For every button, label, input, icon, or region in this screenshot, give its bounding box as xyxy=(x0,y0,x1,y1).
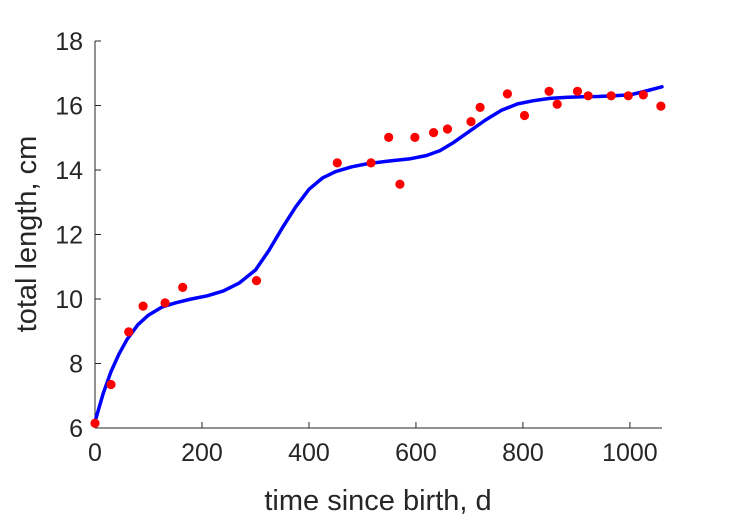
data-point xyxy=(656,101,666,111)
data-point xyxy=(623,91,633,101)
plot-area xyxy=(90,85,666,428)
axes xyxy=(94,41,662,429)
data-point xyxy=(384,132,394,142)
data-point xyxy=(410,132,420,142)
data-point xyxy=(124,327,134,337)
y-tick-label: 6 xyxy=(69,415,83,443)
data-point xyxy=(138,301,148,311)
data-point xyxy=(366,158,376,168)
x-tick-label: 400 xyxy=(288,439,330,467)
data-point xyxy=(251,276,262,286)
data-point xyxy=(178,282,188,292)
x-axis-label: time since birth, d xyxy=(264,485,491,517)
x-tick-label: 800 xyxy=(502,439,544,467)
x-tick-label: 200 xyxy=(181,439,223,467)
data-point xyxy=(395,179,405,189)
data-point xyxy=(572,86,583,96)
y-tick-label: 14 xyxy=(55,157,83,185)
data-point xyxy=(552,99,562,109)
ticks: 0 200 400 600 800 1000 6 8 10 12 14 16 18 xyxy=(55,28,658,467)
x-tick-label: 600 xyxy=(395,439,437,467)
data-point xyxy=(160,298,170,308)
y-tick-label: 8 xyxy=(69,351,83,379)
data-point xyxy=(638,90,648,100)
data-point xyxy=(466,117,476,127)
data-point xyxy=(332,158,342,168)
data-point xyxy=(429,128,439,138)
y-tick-label: 18 xyxy=(55,28,83,56)
data-point xyxy=(442,124,453,134)
y-axis-label: total length, cm xyxy=(11,136,43,333)
data-point xyxy=(519,110,530,121)
y-tick-label: 12 xyxy=(55,222,83,250)
y-tick-label: 10 xyxy=(55,286,83,314)
data-point xyxy=(502,89,512,99)
fit-curve-line xyxy=(93,85,664,424)
data-point xyxy=(475,102,485,112)
data-point xyxy=(90,418,100,428)
y-tick-label: 16 xyxy=(55,93,83,121)
data-point xyxy=(544,86,554,96)
x-tick-label: 1000 xyxy=(602,439,658,467)
data-point xyxy=(106,379,116,390)
data-point xyxy=(583,91,593,101)
data-point xyxy=(606,91,616,101)
x-tick-label: 0 xyxy=(88,439,102,467)
